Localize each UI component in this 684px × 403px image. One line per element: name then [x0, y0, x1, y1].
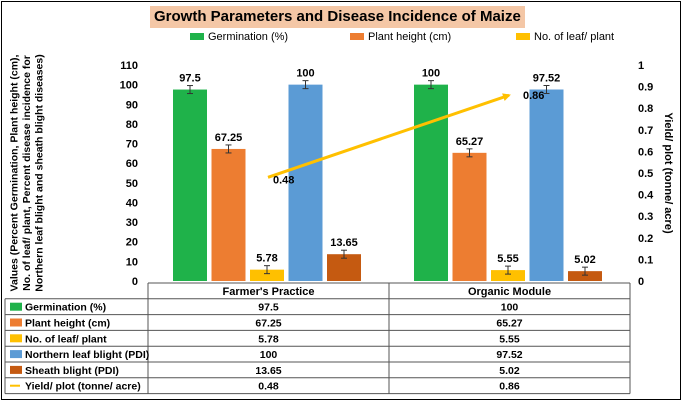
bar-plant-height-cm: [452, 152, 487, 281]
table-cell: 97.52: [496, 349, 522, 361]
right-y-tick-label: 0: [638, 276, 644, 288]
bar-no-of-leaf-plant: [491, 270, 525, 281]
legend: Germination (%) Plant height (cm) No. of l…: [190, 31, 614, 43]
right-y-tick-label: 0.9: [638, 82, 653, 94]
right-y-axis: 0 0.1 0.2 0.3 0.4 0.5 0.6 0.7 0.8 0.9 1: [638, 60, 654, 288]
table-cell: 65.27: [496, 318, 522, 330]
bar-northern-leaf-blight-pdi: [288, 84, 323, 282]
table-cell: 5.02: [499, 365, 520, 377]
table-row-label: Northern leaf blight (PDI): [25, 349, 149, 361]
table-cell: 0.86: [499, 381, 520, 393]
left-y-tick-label: 10: [126, 256, 138, 268]
line-yield-plot-tonne-acre: [267, 93, 511, 179]
left-y-tick-label: 110: [120, 60, 138, 72]
table-key-northern-leaf-blight-pdi: [10, 350, 22, 359]
bar-germination: [414, 84, 448, 282]
right-y-tick-label: 0.5: [638, 168, 653, 180]
table-key-sheath-blight-pdi: [10, 365, 22, 374]
table-cell: 97.5: [258, 302, 279, 314]
table-key-germination: [10, 302, 22, 311]
table-cell: 5.55: [499, 333, 520, 345]
left-y-tick-label: 70: [126, 139, 138, 151]
right-y-tick-label: 1: [638, 60, 644, 72]
bar-value-label: 65.27: [456, 136, 484, 148]
table-key-plant-height-cm: [10, 318, 22, 327]
category-label-farmer-s-practice: Farmer's Practice: [223, 286, 315, 298]
table-row-label: Plant height (cm): [25, 318, 110, 330]
left-y-tick-label: 90: [126, 99, 138, 111]
left-y-tick-label: 30: [126, 217, 138, 229]
left-y-axis-title-line: Values (Percent Germination, Plant heigh…: [9, 54, 21, 291]
left-y-tick-label: 40: [126, 197, 138, 209]
bar-value-label: 100: [422, 68, 440, 80]
left-y-tick-label: 20: [126, 237, 138, 249]
left-y-axis-title-line: Northern leaf blight and sheath blight d…: [34, 54, 46, 291]
category-label-organic-module: Organic Module: [468, 286, 551, 298]
table-row-label: Yield/ plot (tonne/ acre): [25, 381, 141, 393]
table-row-label: No. of leaf/ plant: [25, 333, 107, 345]
bar-value-label: 5.02: [574, 254, 595, 266]
bar-no-of-leaf-plant: [250, 269, 284, 281]
bar-plant-height-cm: [211, 148, 246, 281]
table-cell: 100: [260, 349, 278, 361]
line-value-label: 0.86: [523, 90, 544, 102]
table-cell: 67.25: [255, 318, 281, 330]
left-y-tick-label: 80: [126, 119, 138, 131]
bar-value-label: 67.25: [215, 132, 243, 144]
chart-title: Growth Parameters and Disease Incidence …: [150, 6, 525, 28]
table-row-label: Sheath blight (PDI): [25, 365, 119, 377]
left-y-tick-label: 60: [126, 158, 138, 170]
right-y-tick-label: 0.8: [638, 103, 653, 115]
table-cell: 0.48: [258, 381, 279, 393]
bar-sheath-blight-pdi: [568, 271, 602, 281]
right-y-tick-label: 0.6: [638, 146, 653, 158]
table-cell: 13.65: [255, 365, 281, 377]
table-row-label: Germination (%): [25, 302, 106, 314]
legend-label-plant-height-cm: Plant height (cm): [368, 31, 451, 43]
right-y-tick-label: 0.7: [638, 125, 653, 137]
left-y-tick-label: 100: [120, 80, 138, 92]
table-key-no-of-leaf-plant: [10, 334, 22, 343]
right-y-tick-label: 0.4: [638, 190, 654, 202]
legend-label-germination: Germination (%): [208, 31, 288, 43]
bar-value-label: 100: [296, 68, 314, 80]
bar-value-label: 97.5: [179, 73, 200, 85]
bar-germination: [173, 89, 207, 281]
legend-swatch-no-of-leaf-plant: [516, 33, 530, 40]
left-y-axis: 0 10 20 30 40 50 60 70 80 90 100 110: [120, 60, 138, 288]
right-y-tick-label: 0.1: [638, 254, 653, 266]
data-table: Farmer's Practice Organic Module Germinati…: [4, 282, 631, 395]
bar-northern-leaf-blight-pdi: [529, 89, 564, 281]
left-y-axis-title: Values (Percent Germination, Plant heigh…: [9, 54, 46, 291]
legend-swatch-germination: [190, 33, 204, 40]
line-series: 0.48 0.86: [267, 90, 544, 186]
legend-swatch-plant-height-cm: [350, 33, 364, 40]
left-y-axis-title-line: No. of leaf/ plant, Percent disease inci…: [21, 55, 33, 291]
table-cell: 100: [501, 302, 519, 314]
left-y-tick-label: 0: [132, 276, 138, 288]
right-y-tick-label: 0.3: [638, 211, 653, 223]
right-y-tick-label: 0.2: [638, 233, 653, 245]
legend-label-no-of-leaf-plant: No. of leaf/ plant: [534, 31, 614, 43]
bar-series: 97.5 100 67.25 65.27 5.78 5.55 100 97.52 13.65 5.…: [173, 68, 602, 282]
left-y-tick-label: 50: [126, 178, 138, 190]
line-value-label: 0.48: [273, 174, 294, 186]
bar-value-label: 13.65: [330, 237, 358, 249]
bar-value-label: 97.52: [533, 73, 561, 85]
right-y-axis-title: Yield/ plot (tonne/ acre): [662, 112, 674, 234]
bar-value-label: 5.55: [497, 253, 518, 265]
table-cell: 5.78: [258, 333, 279, 345]
bar-value-label: 5.78: [256, 253, 277, 265]
